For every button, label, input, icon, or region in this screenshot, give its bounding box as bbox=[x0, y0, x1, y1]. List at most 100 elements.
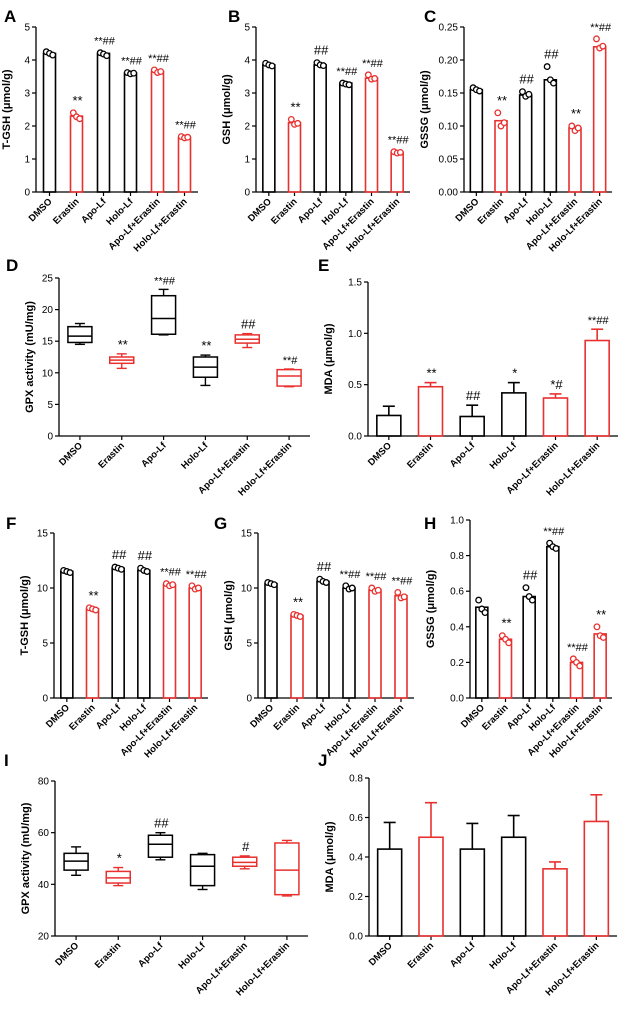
bar bbox=[518, 94, 533, 193]
y-tick-label: 1.0 bbox=[450, 516, 464, 527]
bar bbox=[85, 608, 100, 699]
data-point bbox=[143, 568, 151, 575]
y-tick-label: 4 bbox=[24, 56, 30, 67]
y-tick-label: 10 bbox=[241, 584, 253, 595]
significance-label: *# bbox=[550, 377, 563, 392]
data-point bbox=[270, 581, 278, 589]
panel-letter: G bbox=[214, 514, 227, 533]
y-tick-label: 1 bbox=[244, 155, 250, 166]
bar bbox=[376, 414, 402, 437]
y-tick-label: 0.0 bbox=[349, 932, 363, 943]
bar bbox=[368, 589, 382, 699]
y-tick-label: 1.5 bbox=[348, 278, 362, 289]
x-tick-label: Apo-Lf bbox=[136, 940, 166, 970]
y-tick-label: 0.6 bbox=[349, 813, 363, 824]
data-point bbox=[400, 593, 408, 601]
significance-label: **## bbox=[121, 56, 143, 68]
data-point bbox=[494, 109, 502, 117]
data-point bbox=[475, 596, 483, 604]
x-tick-label: Erastin bbox=[406, 940, 437, 971]
bar bbox=[459, 415, 485, 437]
significance-label: **## bbox=[590, 22, 612, 34]
y-tick-label: 5 bbox=[42, 639, 48, 650]
bar bbox=[568, 127, 582, 193]
bar bbox=[290, 614, 304, 699]
significance-label: ## bbox=[523, 568, 538, 583]
y-tick-label: 25 bbox=[42, 274, 54, 285]
significance-label: **## bbox=[362, 58, 384, 70]
panel-letter: B bbox=[228, 7, 240, 26]
y-tick-label: 0.25 bbox=[439, 23, 459, 34]
panel-letter: F bbox=[6, 514, 16, 533]
y-tick-label: 0 bbox=[42, 694, 48, 705]
data-point bbox=[543, 63, 551, 71]
y-tick-label: 10 bbox=[42, 368, 54, 379]
significance-label: **## bbox=[160, 567, 182, 579]
x-tick-label: DMSO bbox=[366, 440, 394, 468]
y-tick-label: 0.8 bbox=[450, 551, 464, 562]
y-axis-label: MDA (μmol/g) bbox=[323, 323, 335, 394]
data-point bbox=[345, 81, 353, 89]
data-point bbox=[103, 52, 111, 60]
significance-label: ** bbox=[118, 337, 128, 352]
y-tick-label: 1.0 bbox=[348, 329, 362, 340]
bar bbox=[188, 587, 202, 699]
y-tick-label: 0 bbox=[244, 188, 250, 199]
data-point bbox=[268, 62, 276, 70]
bar bbox=[390, 151, 404, 193]
bar bbox=[60, 570, 74, 699]
significance-label: **## bbox=[336, 66, 358, 78]
x-tick-label: Erastin bbox=[405, 440, 436, 471]
significance-label: **## bbox=[340, 569, 362, 581]
bar bbox=[264, 582, 278, 699]
box bbox=[150, 294, 177, 335]
y-tick-label: 0.8 bbox=[349, 774, 363, 785]
x-tick-label: Holo-Lf bbox=[488, 440, 520, 472]
significance-label: **## bbox=[175, 120, 197, 132]
x-tick-label: DMSO bbox=[27, 196, 55, 224]
y-tick-label: 40 bbox=[38, 880, 50, 891]
data-point bbox=[481, 609, 489, 617]
y-tick-label: 2 bbox=[24, 122, 30, 133]
data-point bbox=[374, 586, 382, 594]
y-tick-label: 20 bbox=[38, 932, 50, 943]
bar bbox=[418, 836, 444, 937]
panel-letter: D bbox=[6, 256, 18, 275]
x-tick-label: DMSO bbox=[53, 940, 81, 968]
y-axis-label: GSH (μmol/g) bbox=[223, 580, 235, 651]
data-point bbox=[117, 565, 125, 573]
significance-label: * bbox=[117, 851, 122, 866]
y-axis-label: GSH (μmol/g) bbox=[221, 74, 233, 145]
y-tick-label: 5 bbox=[246, 639, 252, 650]
bar bbox=[583, 820, 610, 937]
y-axis-label: T-GSH (μmol/g) bbox=[1, 69, 13, 149]
data-point bbox=[394, 588, 402, 596]
significance-label: ** bbox=[72, 93, 82, 108]
box bbox=[147, 834, 174, 858]
y-tick-label: 0.10 bbox=[439, 122, 459, 133]
y-tick-label: 2 bbox=[244, 122, 250, 133]
y-tick-label: 0.15 bbox=[439, 89, 459, 100]
x-tick-label: Holo-Lf bbox=[487, 940, 519, 972]
bar bbox=[584, 339, 610, 437]
bar bbox=[69, 115, 84, 193]
y-tick-label: 0 bbox=[246, 694, 252, 705]
panel-j: J 0.0 0.2 0.4 0.6 0.8 MDA (μmol/g) DMSO Erastin A… bbox=[318, 751, 617, 998]
bar bbox=[542, 397, 569, 437]
panel-e: E 0.0 0.5 1.0 1.5 MDA (μmol/g) DMSO Erastin Apo-… bbox=[318, 256, 618, 498]
y-tick-label: 20 bbox=[42, 305, 54, 316]
bar bbox=[42, 52, 57, 193]
significance-label: ## bbox=[519, 72, 534, 87]
bar bbox=[162, 583, 177, 699]
significance-label: **## bbox=[543, 526, 565, 538]
y-axis-label: GSSG (μmol/g) bbox=[425, 570, 437, 649]
y-tick-label: 4 bbox=[244, 56, 250, 67]
x-tick-label: Erastin bbox=[93, 940, 124, 971]
data-point bbox=[296, 613, 304, 621]
data-point bbox=[528, 596, 536, 604]
bar bbox=[500, 836, 527, 937]
data-point bbox=[287, 115, 295, 123]
bar bbox=[546, 545, 560, 699]
